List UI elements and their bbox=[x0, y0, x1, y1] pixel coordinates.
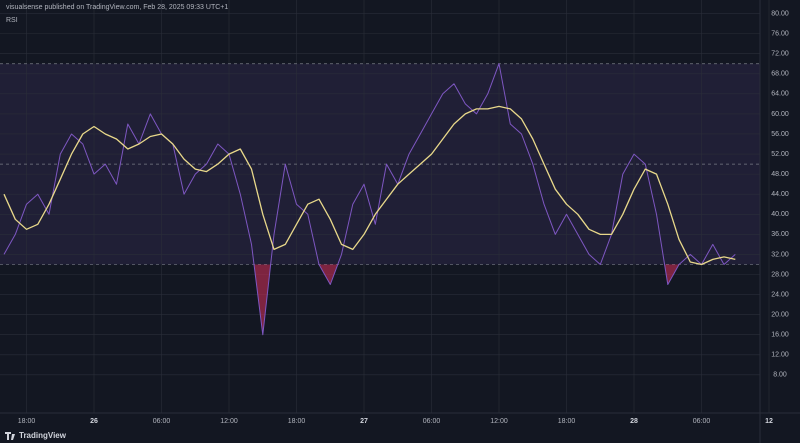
y-tick-label: 76.00 bbox=[771, 30, 789, 37]
x-tick-label: 18:00 bbox=[558, 418, 576, 425]
author-line: visualsense published on TradingView.com… bbox=[6, 4, 228, 11]
logo: TradingView bbox=[5, 431, 67, 440]
x-tick-label: 06:00 bbox=[153, 418, 171, 425]
series-line bbox=[3, 63, 736, 336]
indicator-name: RSI bbox=[6, 17, 18, 24]
y-tick-label: 48.00 bbox=[771, 171, 789, 178]
y-tick-label: 60.00 bbox=[771, 111, 789, 118]
y-tick-label: 12.00 bbox=[771, 352, 789, 359]
x-tick-label: 12:00 bbox=[220, 418, 238, 425]
y-tick-label: 8.00 bbox=[773, 372, 787, 379]
y-tick-label: 36.00 bbox=[771, 231, 789, 238]
y-tick-label: 80.00 bbox=[771, 10, 789, 17]
y-tick-label: 64.00 bbox=[771, 91, 789, 98]
y-tick-label: 56.00 bbox=[771, 131, 789, 138]
y-tick-label: 52.00 bbox=[771, 151, 789, 158]
x-tick-label: 06:00 bbox=[423, 418, 441, 425]
x-tick-label: 12 bbox=[765, 418, 773, 425]
x-tick-label: 18:00 bbox=[18, 418, 36, 425]
logo-icon bbox=[5, 432, 15, 440]
x-tick-label: 28 bbox=[630, 418, 638, 425]
y-tick-label: 40.00 bbox=[771, 211, 789, 218]
y-tick-label: 72.00 bbox=[771, 51, 789, 58]
logo-text: TradingView bbox=[19, 431, 67, 440]
y-tick-label: 16.00 bbox=[771, 332, 789, 339]
x-tick-label: 26 bbox=[90, 418, 98, 425]
y-tick-label: 32.00 bbox=[771, 251, 789, 258]
y-tick-label: 68.00 bbox=[771, 71, 789, 78]
y-tick-label: 24.00 bbox=[771, 291, 789, 298]
y-tick-label: 20.00 bbox=[771, 311, 789, 318]
x-tick-label: 27 bbox=[360, 418, 368, 425]
y-tick-label: 28.00 bbox=[771, 271, 789, 278]
series-line bbox=[3, 105, 736, 266]
plot-area bbox=[0, 0, 770, 413]
x-tick-label: 06:00 bbox=[693, 418, 711, 425]
x-tick-label: 18:00 bbox=[288, 418, 306, 425]
y-tick-label: 44.00 bbox=[771, 191, 789, 198]
x-tick-label: 12:00 bbox=[490, 418, 508, 425]
